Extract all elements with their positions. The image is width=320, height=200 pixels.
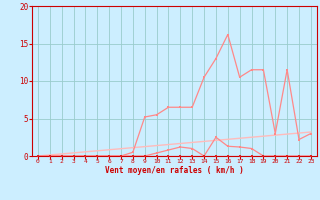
X-axis label: Vent moyen/en rafales ( km/h ): Vent moyen/en rafales ( km/h ) [105,166,244,175]
